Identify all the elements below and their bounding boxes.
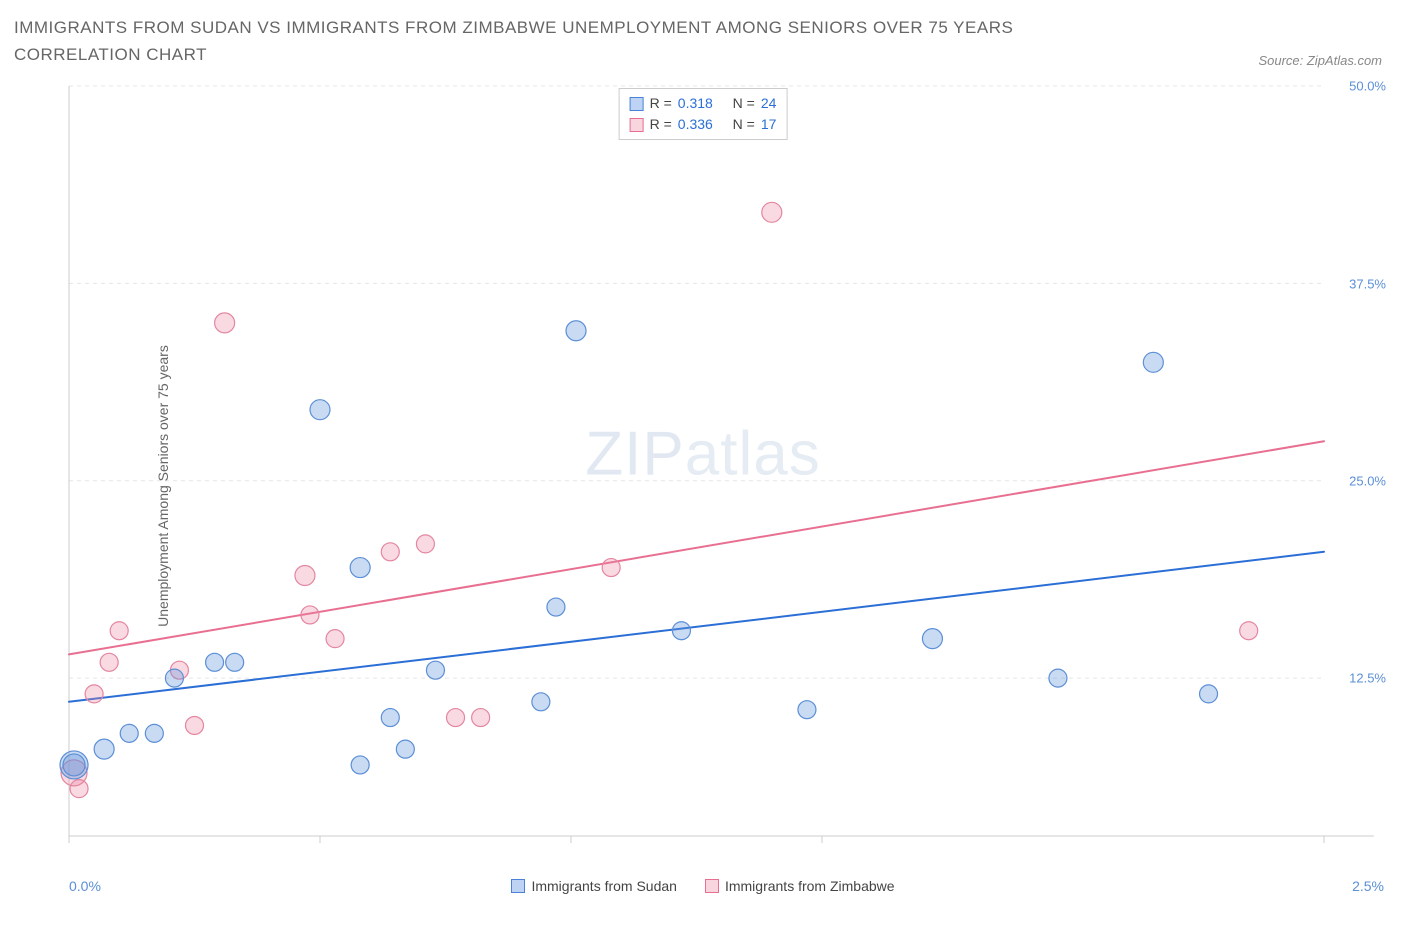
label-r: R = xyxy=(650,93,672,114)
correlation-chart: IMMIGRANTS FROM SUDAN VS IMMIGRANTS FROM… xyxy=(14,14,1392,896)
swatch-icon xyxy=(630,118,644,132)
value-n-sudan: 24 xyxy=(761,93,777,114)
bottom-legend: Immigrants from Sudan Immigrants from Zi… xyxy=(14,878,1392,894)
swatch-icon xyxy=(511,879,525,893)
label-n: N = xyxy=(733,114,755,135)
title-row: IMMIGRANTS FROM SUDAN VS IMMIGRANTS FROM… xyxy=(14,14,1392,68)
legend-item-zimbabwe: Immigrants from Zimbabwe xyxy=(705,878,895,894)
source-label: Source: ZipAtlas.com xyxy=(1258,53,1392,68)
legend-item-sudan: Immigrants from Sudan xyxy=(511,878,677,894)
y-tick-label: 37.5% xyxy=(1349,276,1386,291)
scatter-svg xyxy=(14,76,1392,866)
stats-legend-box: R = 0.318 N = 24 R = 0.336 N = 17 xyxy=(619,88,788,140)
stats-row-zimbabwe: R = 0.336 N = 17 xyxy=(630,114,777,135)
plot-area: Unemployment Among Seniors over 75 years… xyxy=(14,76,1392,896)
swatch-icon xyxy=(630,97,644,111)
label-n: N = xyxy=(733,93,755,114)
legend-label-sudan: Immigrants from Sudan xyxy=(531,878,677,894)
value-n-zimbabwe: 17 xyxy=(761,114,777,135)
value-r-zimbabwe: 0.336 xyxy=(678,114,713,135)
label-r: R = xyxy=(650,114,672,135)
y-tick-label: 50.0% xyxy=(1349,79,1386,94)
legend-label-zimbabwe: Immigrants from Zimbabwe xyxy=(725,878,895,894)
value-r-sudan: 0.318 xyxy=(678,93,713,114)
swatch-icon xyxy=(705,879,719,893)
y-tick-label: 25.0% xyxy=(1349,474,1386,489)
y-axis-label: Unemployment Among Seniors over 75 years xyxy=(155,346,171,628)
chart-title: IMMIGRANTS FROM SUDAN VS IMMIGRANTS FROM… xyxy=(14,14,1114,68)
stats-row-sudan: R = 0.318 N = 24 xyxy=(630,93,777,114)
y-tick-label: 12.5% xyxy=(1349,671,1386,686)
